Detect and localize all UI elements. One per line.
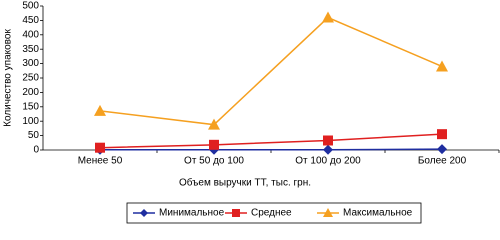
x-tick-label: От 50 до 100 <box>184 156 244 167</box>
y-tick-label: 400 <box>22 29 39 40</box>
marker <box>436 60 448 72</box>
y-tick-label: 0 <box>33 145 39 156</box>
marker <box>437 144 447 155</box>
marker <box>323 208 333 217</box>
marker <box>232 209 240 217</box>
marker <box>209 139 219 150</box>
y-tick-label: 200 <box>22 87 39 98</box>
y-tick-label: 350 <box>22 44 39 55</box>
y-axis-title: Количество упаковок <box>3 29 14 127</box>
y-tick-label: 150 <box>22 101 39 112</box>
series-line <box>99 133 443 149</box>
x-tick-label: Более 200 <box>418 156 467 167</box>
legend-label: Среднее <box>251 208 292 219</box>
y-tick-label: 300 <box>22 58 39 69</box>
marker <box>322 11 334 23</box>
marker <box>323 144 333 155</box>
marker <box>95 142 105 153</box>
y-tick-label: 50 <box>28 130 40 141</box>
x-tick-label: Менее 50 <box>78 156 123 167</box>
series-line <box>99 16 443 126</box>
x-axis-title: Объем выручки ТТ, тыс. грн. <box>179 177 311 189</box>
y-tick-label: 450 <box>22 15 39 26</box>
marker <box>437 129 447 140</box>
x-tick-label: От 100 до 200 <box>295 156 361 167</box>
marker <box>323 135 333 146</box>
legend-label: Максимальное <box>343 208 413 219</box>
marker <box>208 118 220 130</box>
chart: Объем выручки ТТ, тыс. грн. Количество у… <box>3 1 500 224</box>
y-tick-label: 250 <box>22 73 39 84</box>
y-tick-label: 500 <box>22 1 39 12</box>
legend-label: Минимальное <box>159 208 225 219</box>
marker <box>140 209 148 217</box>
series-line <box>100 148 443 151</box>
marker <box>94 104 106 116</box>
legend-box <box>126 202 422 224</box>
y-tick-label: 100 <box>22 116 39 127</box>
